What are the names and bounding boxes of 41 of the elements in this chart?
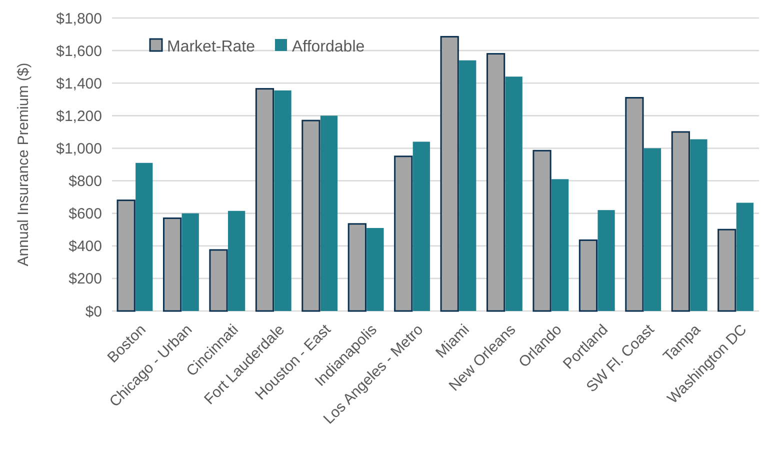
bar: [348, 223, 366, 312]
y-axis-title: Annual Insurance Premium ($): [15, 62, 32, 266]
y-tick-label: $1,800: [56, 10, 102, 28]
bar: [182, 213, 199, 311]
y-tick-label: $600: [68, 206, 102, 223]
bar: [736, 202, 754, 311]
bar: [255, 88, 274, 312]
bar: [394, 156, 413, 312]
bar: [366, 228, 384, 311]
bar: [598, 210, 615, 311]
y-tick-label: $1,000: [56, 140, 102, 158]
y-tick-label: $0: [85, 303, 102, 320]
bar: [690, 139, 708, 311]
y-tick-label: $1,200: [56, 108, 102, 125]
bar: [209, 249, 228, 312]
bar: [671, 131, 690, 312]
bar: [718, 228, 736, 312]
y-tick-label: $1,400: [56, 75, 102, 92]
bar: [136, 162, 153, 311]
bar: [486, 53, 506, 312]
y-tick-label: $1,600: [56, 42, 102, 60]
y-tick-label: $800: [68, 173, 102, 190]
bar: [116, 200, 136, 312]
bar: [551, 179, 569, 311]
bar: [228, 210, 246, 311]
bar: [320, 116, 338, 311]
bar: [578, 239, 598, 312]
bar: [625, 97, 644, 312]
bar: [532, 150, 552, 312]
bar: [302, 120, 320, 312]
legend-label: Affordable: [292, 38, 365, 56]
bar: [412, 142, 430, 311]
bar: [162, 217, 182, 312]
bar: [274, 90, 292, 311]
bar: [644, 148, 662, 311]
legend-label: Market-Rate: [167, 38, 256, 56]
bar: [440, 36, 459, 312]
bar: [459, 60, 476, 311]
bar: [505, 76, 522, 311]
y-tick-label: $200: [68, 270, 102, 288]
y-tick-label: $400: [68, 238, 102, 256]
